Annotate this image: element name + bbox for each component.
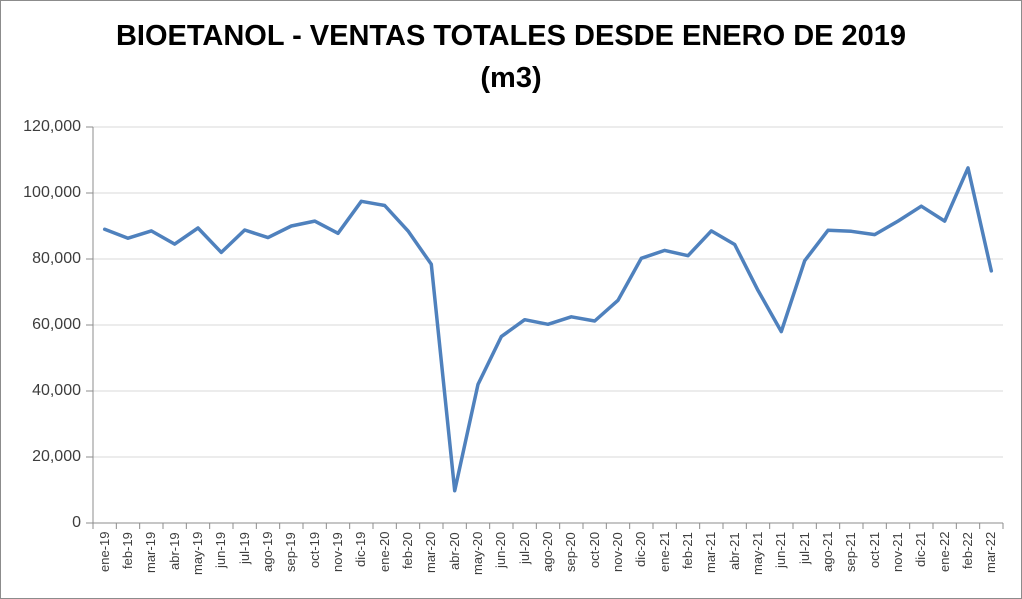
- x-axis-label: may-20: [470, 531, 485, 575]
- x-axis-label: nov-21: [890, 532, 905, 572]
- x-axis-label: jul-21: [796, 532, 812, 564]
- x-axis-label: jun-19: [213, 531, 229, 568]
- x-axis-label: feb-21: [680, 532, 695, 569]
- y-axis-label: 40,000: [32, 382, 81, 399]
- x-axis-label: abr-21: [726, 532, 742, 570]
- x-axis-label: mar-20: [423, 531, 439, 573]
- x-axis-label: dic-19: [353, 531, 369, 567]
- x-axis-label: nov-20: [610, 532, 625, 572]
- x-axis-label: dic-20: [633, 531, 649, 567]
- chart-subtitle: (m3): [480, 62, 542, 94]
- x-axis-label: ene-20: [376, 531, 392, 572]
- x-axis-label: feb-22: [960, 532, 975, 569]
- x-axis-label: jul-20: [516, 532, 532, 564]
- x-axis-label: ene-19: [96, 531, 112, 572]
- x-axis-label: mar-19: [143, 531, 159, 573]
- x-axis-label: feb-20: [400, 532, 415, 569]
- y-axis-label: 20,000: [32, 448, 81, 465]
- x-axis-label: ago-21: [820, 531, 835, 572]
- y-axis-label: 60,000: [32, 316, 81, 333]
- sales-line-series: [102, 166, 994, 493]
- x-axis-label: feb-19: [120, 532, 135, 569]
- x-axis-label: jul-19: [236, 532, 252, 564]
- x-axis-label: may-19: [190, 531, 205, 575]
- x-axis-label: sep-19: [283, 532, 299, 572]
- x-axis-label: jun-20: [493, 531, 509, 568]
- x-axis-label: oct-20: [586, 531, 602, 568]
- x-axis-label: dic-21: [913, 531, 929, 567]
- y-axis-label: 80,000: [32, 250, 81, 267]
- x-axis-label: abr-19: [166, 532, 182, 570]
- y-axis-label: 120,000: [23, 118, 81, 135]
- chart-title: BIOETANOL - VENTAS TOTALES DESDE ENERO D…: [115, 20, 907, 52]
- x-axis-label: mar-21: [703, 531, 719, 573]
- x-axis-label: sep-21: [843, 532, 859, 572]
- y-axis-label: 100,000: [23, 184, 81, 201]
- x-axis-label: abr-20: [446, 532, 462, 570]
- y-axis-label: 0: [72, 514, 81, 531]
- x-axis-label: sep-20: [563, 532, 579, 572]
- x-axis-label: ago-20: [540, 531, 555, 572]
- x-axis-label: ago-19: [260, 531, 275, 572]
- x-axis-label: oct-19: [306, 531, 322, 568]
- x-axis-label: ene-21: [656, 531, 672, 572]
- x-axis-label: jun-21: [773, 531, 789, 568]
- x-axis-label: may-21: [750, 531, 765, 575]
- x-axis-label: oct-21: [866, 531, 882, 568]
- x-axis-label: mar-22: [983, 531, 999, 573]
- x-axis-label: ene-22: [936, 531, 952, 572]
- x-axis-label: nov-19: [330, 532, 345, 572]
